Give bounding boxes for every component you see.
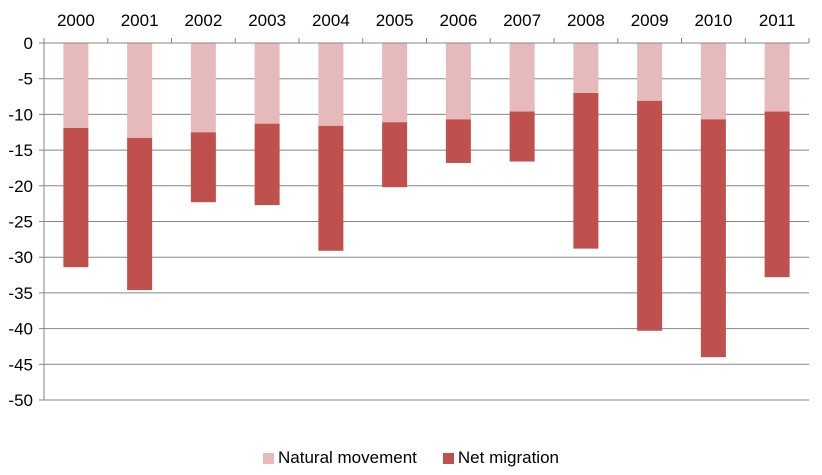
bar-net-migration-2008 bbox=[573, 92, 599, 249]
bar-net-migration-2003 bbox=[254, 123, 280, 206]
y-tick-label: -25 bbox=[8, 213, 33, 232]
x-tick-label: 2000 bbox=[57, 11, 95, 30]
bar-net-migration-2010 bbox=[700, 119, 726, 358]
bar-net-migration-2011 bbox=[764, 111, 790, 278]
bar-natural-movement-2008 bbox=[573, 43, 599, 93]
y-tick-labels: 0 -5 -10 -15 -20 -25 -30 -35 -40 -45 -50 bbox=[8, 34, 33, 410]
bars bbox=[63, 43, 790, 358]
x-tick-labels: 2000 2001 2002 2003 2004 2005 2006 2007 2008 2009… bbox=[57, 11, 795, 30]
y-tick-label: -35 bbox=[8, 284, 33, 303]
bar-net-migration-2006 bbox=[445, 119, 471, 163]
bar-natural-movement-2009 bbox=[637, 43, 663, 101]
x-tick-label: 2009 bbox=[631, 11, 669, 30]
bar-net-migration-2005 bbox=[382, 122, 408, 188]
y-tick-label: -50 bbox=[8, 391, 33, 410]
legend-item-natural-movement: Natural movement bbox=[263, 448, 417, 468]
y-tick-label: -10 bbox=[8, 105, 33, 124]
bar-net-migration-2007 bbox=[509, 111, 535, 162]
x-tick-label: 2011 bbox=[759, 11, 796, 30]
x-tick-label: 2010 bbox=[694, 11, 732, 30]
legend-swatch-net-migration bbox=[442, 452, 454, 464]
bar-natural-movement-2001 bbox=[127, 43, 153, 138]
x-tick-label: 2002 bbox=[184, 11, 222, 30]
bar-natural-movement-2000 bbox=[63, 43, 89, 128]
x-tick-label: 2006 bbox=[439, 11, 477, 30]
bar-net-migration-2001 bbox=[127, 137, 153, 291]
bar-natural-movement-2006 bbox=[445, 43, 471, 120]
bar-natural-movement-2010 bbox=[700, 43, 726, 120]
bar-net-migration-2004 bbox=[318, 125, 344, 251]
y-tick-label: -20 bbox=[8, 177, 33, 196]
y-tick-label: -5 bbox=[18, 70, 33, 89]
bar-natural-movement-2003 bbox=[254, 43, 280, 124]
bar-natural-movement-2004 bbox=[318, 43, 344, 126]
y-tick-label: -40 bbox=[8, 320, 33, 339]
y-tick-label: -15 bbox=[8, 141, 33, 160]
x-tick-label: 2008 bbox=[567, 11, 605, 30]
axes bbox=[39, 38, 810, 401]
x-tick-label: 2001 bbox=[121, 11, 159, 30]
gridlines bbox=[44, 78, 809, 401]
y-tick-label: -30 bbox=[8, 248, 33, 267]
bar-net-migration-2000 bbox=[63, 127, 89, 268]
x-tick-label: 2004 bbox=[312, 11, 350, 30]
bar-natural-movement-2005 bbox=[382, 43, 408, 123]
y-tick-label: -45 bbox=[8, 355, 33, 374]
bar-net-migration-2009 bbox=[637, 100, 663, 331]
x-tick-label: 2005 bbox=[376, 11, 414, 30]
legend-item-net-migration: Net migration bbox=[442, 448, 559, 468]
x-tick-label: 2003 bbox=[248, 11, 286, 30]
legend-swatch-natural-movement bbox=[263, 452, 274, 464]
legend-label-net-migration: Net migration bbox=[457, 448, 559, 467]
bar-natural-movement-2002 bbox=[190, 43, 216, 133]
legend: Natural movement Net migration bbox=[0, 448, 822, 468]
bar-natural-movement-2011 bbox=[764, 43, 790, 112]
legend-label-natural-movement: Natural movement bbox=[278, 448, 417, 467]
y-tick-label: 0 bbox=[24, 34, 33, 53]
bar-natural-movement-2007 bbox=[509, 43, 535, 112]
x-tick-label: 2007 bbox=[503, 11, 541, 30]
bar-net-migration-2002 bbox=[190, 132, 216, 203]
